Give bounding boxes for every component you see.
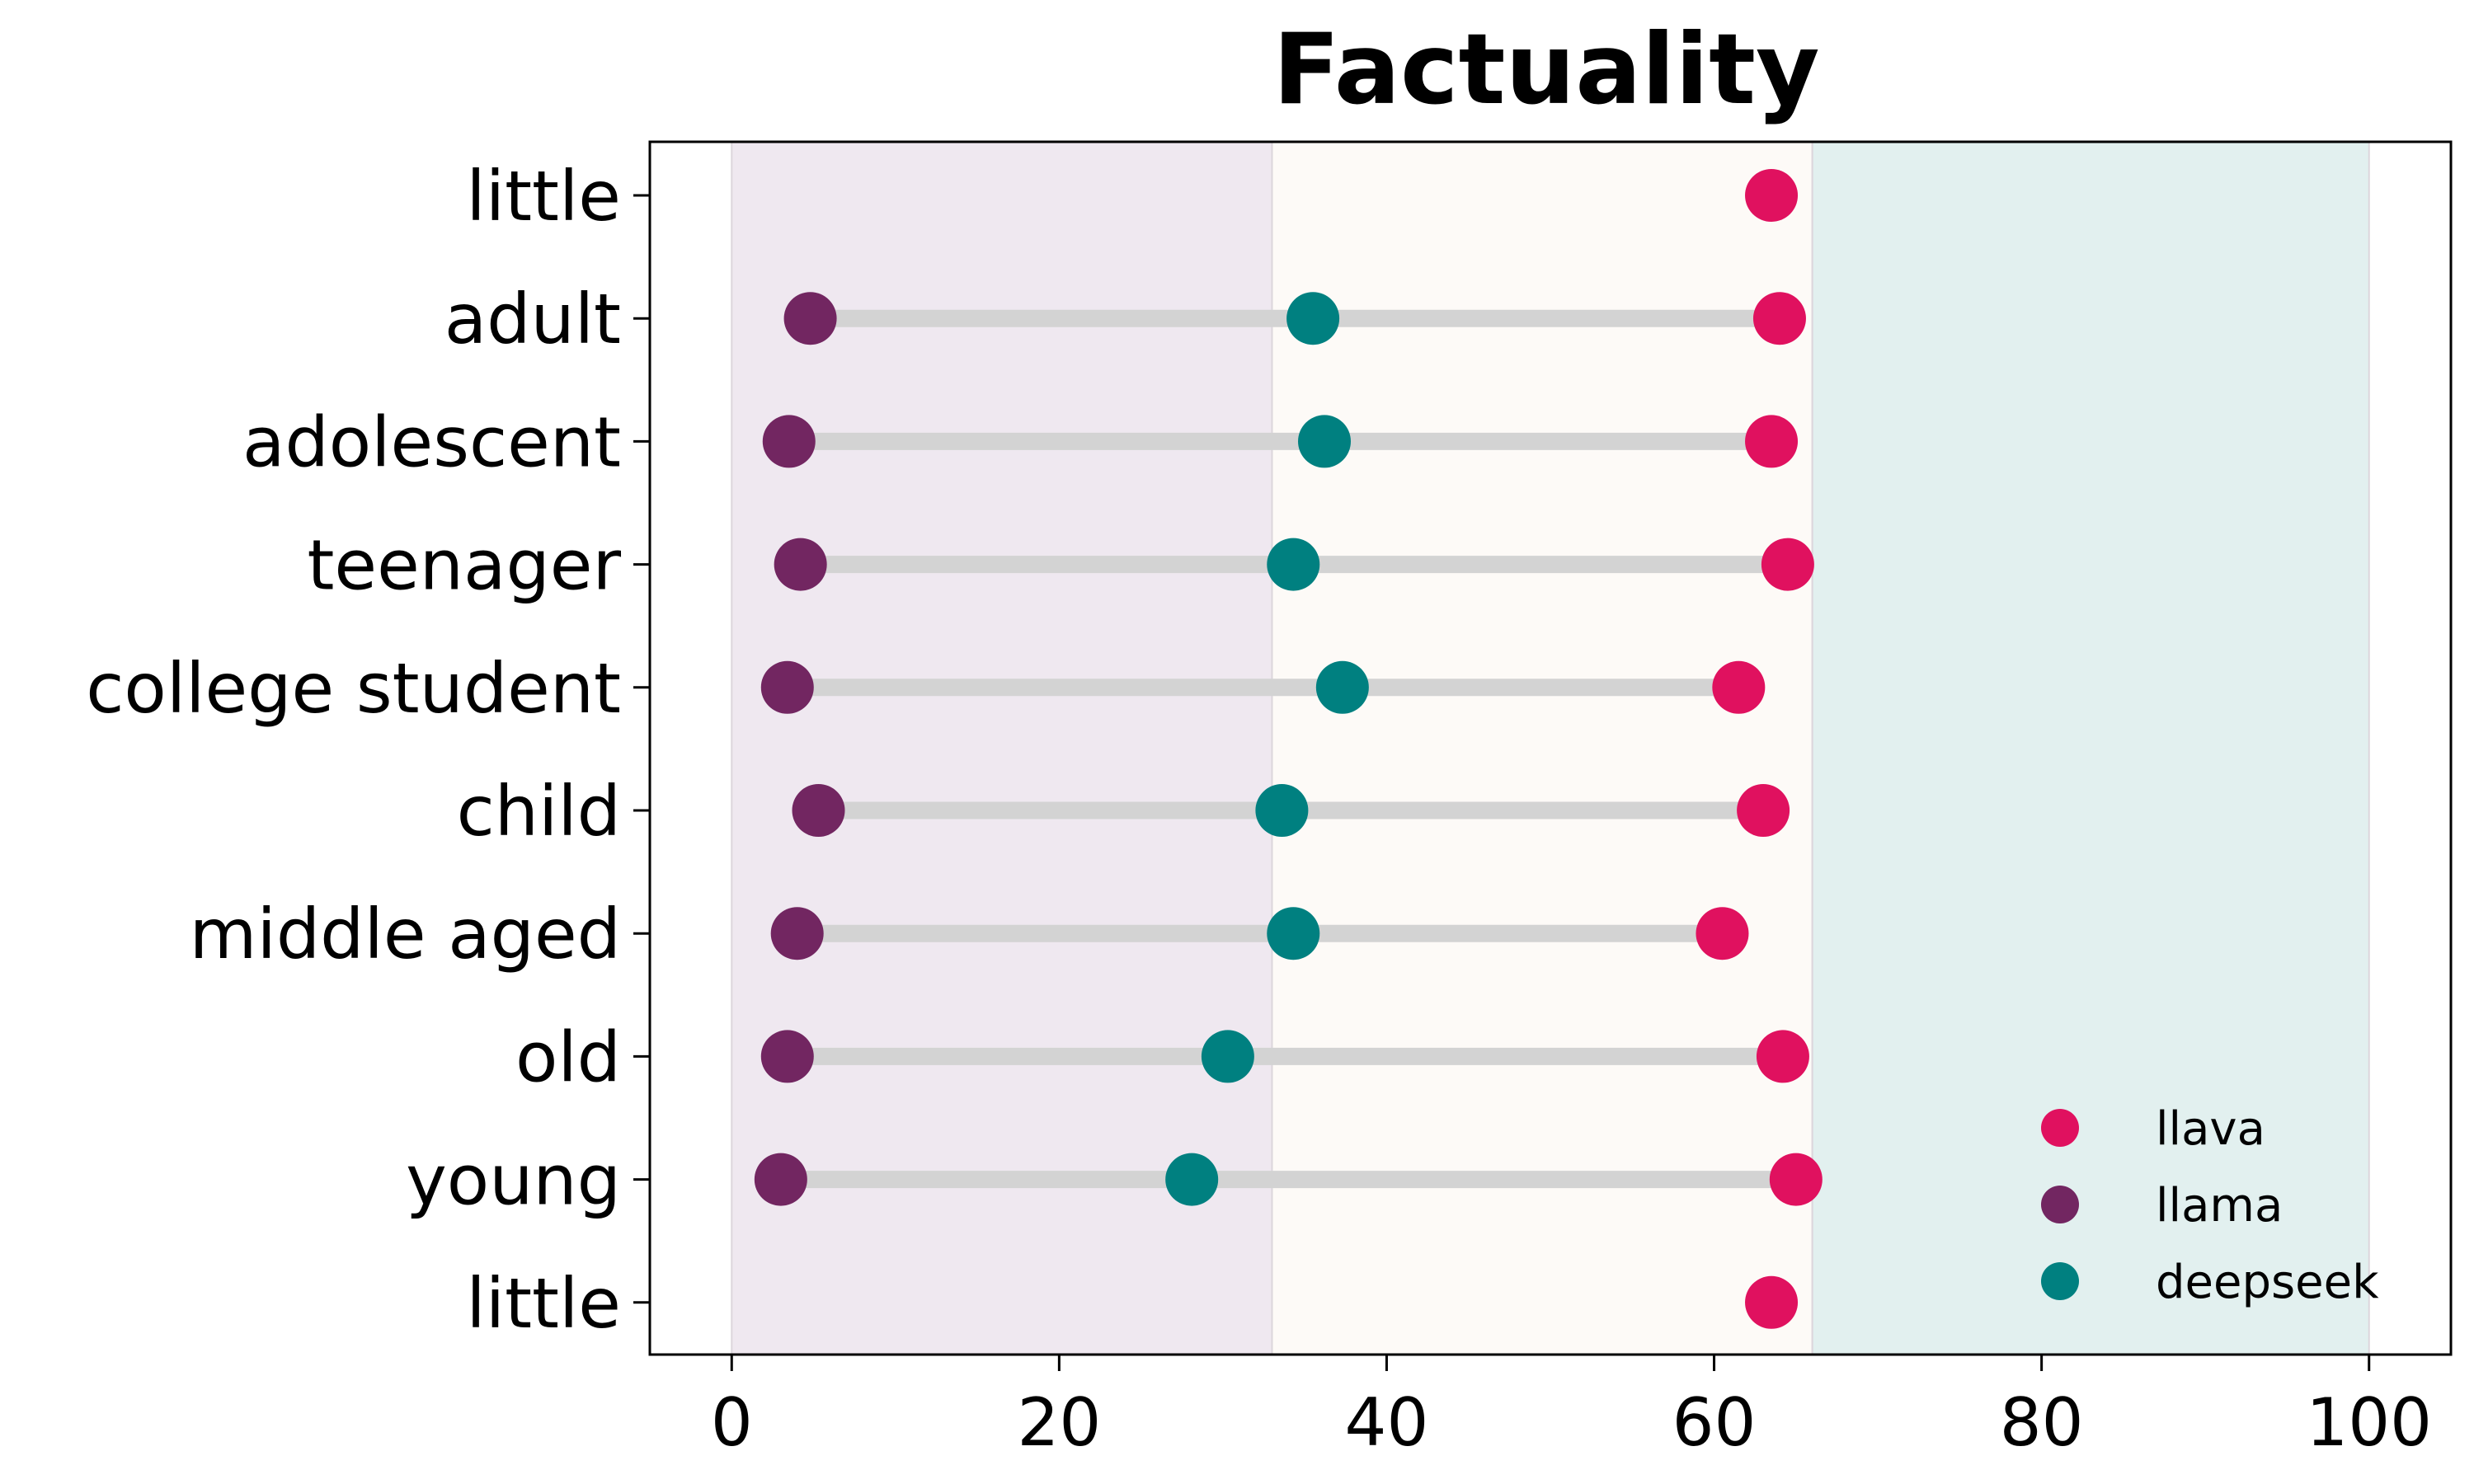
point-deepseek <box>1298 415 1352 468</box>
point-llava <box>1752 292 1806 345</box>
y-tick-label: middle aged <box>190 894 621 974</box>
point-deepseek <box>1267 907 1320 960</box>
point-deepseek <box>1201 1030 1254 1083</box>
point-deepseek <box>1286 292 1340 345</box>
y-tick-label: young <box>406 1140 621 1221</box>
y-tick-label: little <box>466 156 621 237</box>
data-points <box>754 169 1823 1329</box>
y-tick-label: teenager <box>307 525 621 606</box>
legend: llava llama deepseek <box>2041 1102 2379 1309</box>
legend-marker-llava <box>2041 1109 2079 1147</box>
y-tick-label: little <box>466 1263 621 1344</box>
x-tick-label: 60 <box>1672 1384 1757 1461</box>
point-llava <box>1745 415 1799 468</box>
point-llama <box>762 415 816 468</box>
legend-label-llama: llama <box>2156 1179 2283 1233</box>
band-2 <box>1811 141 2370 1355</box>
point-llava <box>1696 907 1749 960</box>
point-deepseek <box>1255 784 1309 837</box>
legend-marker-llama <box>2041 1186 2079 1223</box>
point-llava <box>1745 1275 1799 1329</box>
plot-frame <box>648 140 2453 1356</box>
x-tick-label: 0 <box>711 1384 753 1461</box>
legend-marker-deepseek <box>2041 1262 2079 1300</box>
point-llama <box>754 1153 807 1206</box>
x-tick-label: 80 <box>2000 1384 2084 1461</box>
y-tick-label: child <box>457 771 621 852</box>
point-llava <box>1761 538 1814 591</box>
point-llava <box>1745 169 1799 222</box>
y-axis: little adult adolescent teenager college stu… <box>86 156 650 1344</box>
point-llava <box>1737 784 1790 837</box>
y-tick-label: old <box>515 1017 621 1097</box>
band-0 <box>731 141 1273 1355</box>
x-tick-label: 20 <box>1017 1384 1101 1461</box>
band-1 <box>1271 141 1813 1355</box>
y-tick-label: adolescent <box>242 402 621 482</box>
point-deepseek <box>1315 660 1369 714</box>
point-llava <box>1769 1153 1823 1206</box>
point-llava <box>1712 660 1766 714</box>
x-tick-label: 100 <box>2306 1384 2432 1461</box>
x-axis: 0 20 40 60 80 100 <box>711 1355 2432 1461</box>
point-llama <box>760 1030 814 1083</box>
point-llama <box>774 538 827 591</box>
y-tick-label: adult <box>444 279 621 359</box>
legend-label-deepseek: deepseek <box>2156 1256 2379 1309</box>
point-llama <box>770 907 824 960</box>
point-deepseek <box>1165 1153 1219 1206</box>
point-llava <box>1756 1030 1809 1083</box>
y-tick-label: college student <box>86 648 621 729</box>
point-llama <box>783 292 837 345</box>
chart-title: Factuality <box>1272 13 1819 127</box>
point-llama <box>760 660 814 714</box>
point-llama <box>792 784 845 837</box>
legend-label-llava: llava <box>2156 1102 2265 1156</box>
background-bands <box>731 141 2370 1355</box>
x-tick-label: 40 <box>1345 1384 1429 1461</box>
point-deepseek <box>1267 538 1320 591</box>
